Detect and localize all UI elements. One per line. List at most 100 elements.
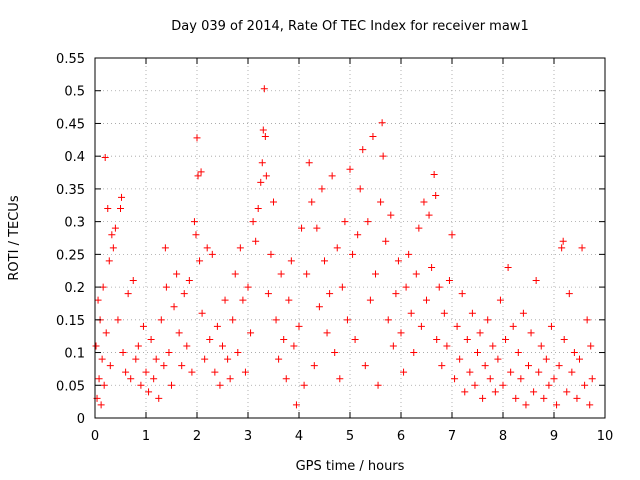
y-tick-label: 0.1 xyxy=(64,347,85,362)
data-point xyxy=(583,316,591,324)
data-point xyxy=(244,283,252,291)
x-tick-label: 8 xyxy=(499,429,507,444)
data-point xyxy=(326,290,334,298)
data-point xyxy=(101,153,109,161)
data-point xyxy=(356,185,364,193)
data-point xyxy=(415,224,423,232)
data-point xyxy=(216,381,224,389)
data-point xyxy=(114,316,122,324)
data-point xyxy=(514,349,522,357)
data-point xyxy=(333,244,341,252)
data-point xyxy=(499,381,507,389)
data-point xyxy=(466,368,474,376)
data-point xyxy=(405,250,413,258)
data-point xyxy=(479,394,487,402)
data-point xyxy=(461,388,469,396)
data-point xyxy=(392,290,400,298)
data-point xyxy=(102,329,110,337)
data-point xyxy=(565,290,573,298)
data-point xyxy=(573,394,581,402)
data-point xyxy=(282,375,290,383)
data-point xyxy=(425,211,433,219)
data-point xyxy=(203,244,211,252)
data-point xyxy=(468,309,476,317)
data-point xyxy=(267,250,275,258)
data-point xyxy=(229,316,237,324)
x-tick-label: 4 xyxy=(295,429,303,444)
data-point xyxy=(587,342,595,350)
data-point xyxy=(303,270,311,278)
data-point xyxy=(435,283,443,291)
data-point xyxy=(257,178,265,186)
data-point xyxy=(129,277,137,285)
data-point xyxy=(346,165,354,173)
data-point xyxy=(588,375,596,383)
data-point xyxy=(440,309,448,317)
data-point xyxy=(224,355,232,363)
data-point xyxy=(206,335,214,343)
data-point xyxy=(275,355,283,363)
data-point xyxy=(254,205,262,213)
data-point xyxy=(559,237,567,245)
data-point xyxy=(270,198,277,206)
data-point xyxy=(527,329,535,337)
data-point xyxy=(134,342,142,350)
data-point xyxy=(219,342,226,350)
data-point xyxy=(198,309,206,317)
data-point xyxy=(260,85,268,93)
chart-title: Day 039 of 2014, Rate Of TEC Index for r… xyxy=(171,19,528,34)
data-point xyxy=(443,342,451,350)
data-point xyxy=(540,394,548,402)
data-point xyxy=(173,270,181,278)
data-point xyxy=(377,198,385,206)
data-point xyxy=(542,355,550,363)
data-point xyxy=(384,316,392,324)
data-point xyxy=(277,270,285,278)
data-point xyxy=(300,381,308,389)
data-point xyxy=(226,375,234,383)
data-point xyxy=(550,375,558,383)
data-point xyxy=(366,296,374,304)
data-point xyxy=(407,309,415,317)
data-point xyxy=(308,198,316,206)
data-point xyxy=(188,368,196,376)
data-point xyxy=(305,159,313,167)
data-point xyxy=(378,119,386,127)
data-point xyxy=(234,349,242,357)
data-point xyxy=(247,329,255,337)
y-tick-label: 0 xyxy=(77,412,85,427)
data-points xyxy=(92,85,596,409)
data-point xyxy=(280,335,288,343)
data-point xyxy=(341,218,349,226)
data-point xyxy=(313,224,321,232)
data-point xyxy=(504,263,512,271)
data-point xyxy=(190,218,198,226)
data-point xyxy=(98,355,106,363)
data-point xyxy=(394,257,402,265)
data-point xyxy=(532,277,540,285)
x-tick-label: 6 xyxy=(397,429,405,444)
data-point xyxy=(331,349,339,357)
data-point xyxy=(118,193,126,201)
data-point xyxy=(581,381,589,389)
data-point xyxy=(463,335,471,343)
data-point xyxy=(481,362,489,370)
data-point xyxy=(175,329,183,337)
data-point xyxy=(185,277,193,285)
data-point xyxy=(208,250,216,258)
data-point xyxy=(315,303,323,311)
data-point xyxy=(374,381,382,389)
data-point xyxy=(568,368,576,376)
data-point xyxy=(389,342,397,350)
data-point xyxy=(139,322,147,330)
data-point xyxy=(197,168,205,176)
data-point xyxy=(586,401,594,409)
data-point xyxy=(259,126,267,134)
data-point xyxy=(318,185,326,193)
data-point xyxy=(558,244,566,252)
x-tick-label: 0 xyxy=(91,429,99,444)
data-point xyxy=(494,355,502,363)
data-point xyxy=(165,349,173,357)
data-point xyxy=(397,329,405,337)
